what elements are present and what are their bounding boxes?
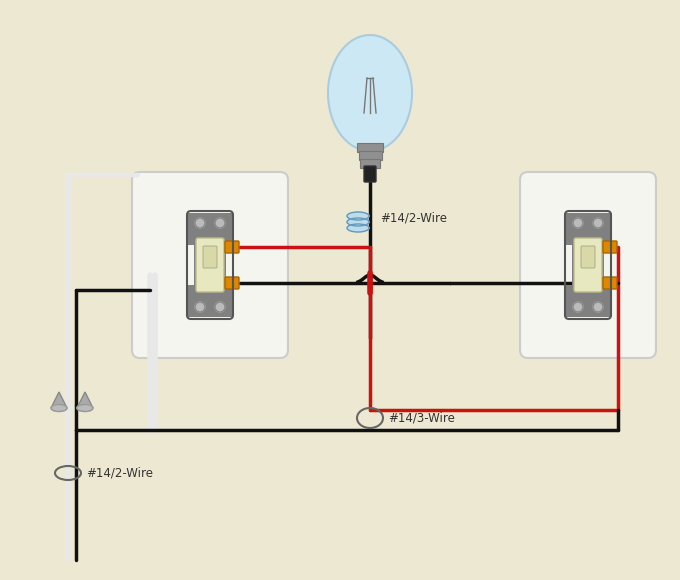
FancyBboxPatch shape — [194, 235, 226, 295]
FancyBboxPatch shape — [358, 151, 381, 160]
Ellipse shape — [347, 218, 369, 226]
FancyBboxPatch shape — [572, 235, 604, 295]
Circle shape — [593, 302, 603, 312]
FancyBboxPatch shape — [603, 241, 617, 253]
Circle shape — [215, 302, 225, 312]
Circle shape — [195, 218, 205, 228]
Circle shape — [573, 302, 583, 312]
Text: #14/2-Wire: #14/2-Wire — [380, 212, 447, 224]
Ellipse shape — [328, 35, 412, 151]
Polygon shape — [51, 392, 67, 408]
FancyBboxPatch shape — [574, 238, 602, 292]
FancyBboxPatch shape — [196, 238, 224, 292]
Circle shape — [573, 218, 583, 228]
Text: #14/3-Wire: #14/3-Wire — [388, 411, 455, 425]
FancyBboxPatch shape — [603, 277, 617, 289]
FancyBboxPatch shape — [520, 172, 656, 358]
Circle shape — [593, 218, 603, 228]
FancyBboxPatch shape — [360, 159, 380, 168]
FancyBboxPatch shape — [225, 241, 239, 253]
Ellipse shape — [51, 404, 67, 411]
FancyBboxPatch shape — [581, 246, 595, 268]
Circle shape — [195, 302, 205, 312]
Text: #14/2-Wire: #14/2-Wire — [86, 466, 153, 480]
FancyBboxPatch shape — [203, 246, 217, 268]
FancyBboxPatch shape — [364, 166, 376, 182]
Ellipse shape — [347, 212, 369, 220]
FancyBboxPatch shape — [564, 213, 612, 245]
Ellipse shape — [77, 404, 93, 411]
FancyBboxPatch shape — [186, 285, 234, 317]
FancyBboxPatch shape — [357, 143, 383, 152]
FancyBboxPatch shape — [564, 285, 612, 317]
FancyBboxPatch shape — [132, 172, 288, 358]
FancyBboxPatch shape — [225, 277, 239, 289]
Polygon shape — [77, 392, 93, 408]
FancyBboxPatch shape — [186, 213, 234, 245]
Ellipse shape — [347, 224, 369, 232]
Circle shape — [215, 218, 225, 228]
